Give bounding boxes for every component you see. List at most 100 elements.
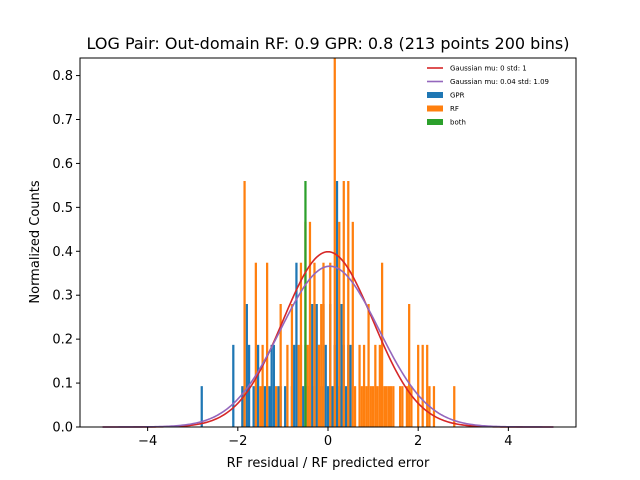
bar-gpr-9 (263, 386, 266, 427)
chart-title: LOG Pair: Out-domain RF: 0.9 GPR: 0.8 (2… (87, 34, 570, 53)
y-tick-label: 0.5 (52, 201, 73, 216)
bar-rf-25 (358, 344, 361, 427)
bar-rf-8 (290, 304, 294, 427)
bar-rf-19 (333, 58, 336, 427)
bar-rf-38 (387, 386, 390, 427)
x-tick-label: 0 (324, 434, 332, 449)
bar-gpr-13 (277, 386, 280, 427)
bar-rf-17 (322, 262, 325, 427)
bar-gpr-7 (256, 344, 260, 427)
bar-gpr-5 (252, 386, 255, 427)
bar-gpr-35 (335, 181, 339, 427)
bar-gpr-0 (200, 386, 203, 427)
bar-gpr-11 (270, 344, 273, 427)
legend-label-gpr: GPR (450, 92, 465, 100)
bar-rf-45 (410, 386, 413, 427)
gaussian-curve-2 (102, 265, 554, 428)
bar-rf-28 (365, 386, 368, 427)
y-tick-label: 0.7 (52, 113, 73, 128)
bar-rf-40 (392, 386, 395, 427)
bar-rf-30 (369, 386, 372, 427)
bar-gpr-17 (293, 344, 296, 427)
x-tick-label: −2 (228, 434, 247, 449)
y-tick-label: 0.6 (52, 157, 73, 172)
bar-rf-18 (329, 262, 332, 427)
legend: Gaussian mu: 0 std: 1 Gaussian mu: 0.04 s… (427, 65, 549, 127)
y-tick-label: 0.2 (52, 333, 73, 348)
bar-rf-12 (306, 344, 309, 427)
y-tick-label: 0.8 (52, 69, 73, 84)
bar-rf-13 (308, 221, 312, 427)
bar-gpr-26 (315, 304, 318, 427)
bar-rf-2 (259, 386, 262, 427)
bar-rf-51 (453, 386, 456, 427)
bar-rf-44 (408, 304, 411, 427)
y-axis-label: Normalized Counts (28, 180, 43, 303)
bar-both-0 (304, 181, 307, 427)
bar-rf-26 (360, 386, 363, 427)
bar-gpr-41 (349, 344, 352, 427)
legend-label-rf: RF (450, 105, 459, 113)
bar-gpr-30 (324, 344, 327, 427)
y-tick-label: 0.3 (52, 289, 73, 304)
bar-rf-41 (399, 386, 402, 427)
bar-rf-24 (353, 386, 357, 427)
bar-rf-15 (317, 344, 321, 427)
y-tick-label: 0.1 (52, 377, 73, 392)
bar-gpr-10 (268, 386, 271, 427)
bar-rf-47 (421, 344, 424, 427)
x-tick-label: 4 (504, 434, 512, 449)
bar-rf-16 (320, 304, 323, 427)
bar-gpr-39 (344, 386, 348, 427)
x-axis: −4 −2 0 2 4 (138, 427, 513, 449)
bar-rf-36 (383, 386, 386, 427)
y-tick-label: 0.0 (52, 421, 73, 436)
bar-rf-9 (297, 344, 300, 427)
bar-rf-4 (266, 262, 269, 427)
bar-rf-48 (426, 344, 429, 427)
bar-rf-27 (362, 344, 366, 427)
bar-rf-6 (279, 304, 282, 427)
bar-gpr-31 (326, 386, 330, 427)
bar-rf-10 (299, 262, 303, 427)
bar-rf-21 (342, 181, 345, 427)
bar-rf-31 (371, 386, 375, 427)
bar-rf-33 (376, 386, 379, 427)
x-tick-label: −4 (138, 434, 157, 449)
bar-rf-23 (351, 221, 354, 427)
bar-rf-0 (243, 181, 246, 427)
bar-gpr-33 (331, 386, 334, 427)
bar-gpr-15 (284, 386, 287, 427)
bar-rf-20 (338, 221, 341, 427)
bar-gpr-12 (272, 344, 276, 427)
x-axis-label: RF residual / RF predicted error (227, 456, 430, 471)
bar-gpr-18 (295, 262, 298, 427)
bar-rf-37 (385, 386, 388, 427)
bar-rf-39 (390, 386, 393, 427)
bar-rf-1 (254, 262, 257, 427)
bar-rf-29 (367, 304, 370, 427)
bar-rf-42 (401, 386, 404, 427)
legend-swatch-rf (427, 105, 443, 112)
bar-gpr-3 (245, 304, 248, 427)
y-axis: 0.0 0.1 0.2 0.3 0.4 0.5 0.6 0.7 0.8 (52, 69, 80, 436)
bar-rf-7 (286, 344, 289, 427)
bar-rf-3 (261, 344, 264, 427)
legend-label-gaussian-2: Gaussian mu: 0.04 std: 1.09 (450, 78, 549, 86)
bar-gpr-20 (302, 386, 305, 427)
bar-gpr-1 (232, 344, 235, 427)
legend-label-both: both (450, 119, 466, 127)
bar-rf-14 (313, 262, 316, 427)
legend-swatch-gpr (427, 92, 443, 98)
bar-rf-35 (380, 262, 384, 427)
bar-gpr-24 (311, 304, 314, 427)
bar-rf-5 (275, 386, 278, 427)
bar-rf-34 (378, 344, 381, 427)
bar-gpr-37 (340, 304, 343, 427)
bar-rf-43 (405, 386, 409, 427)
bars-layer (200, 58, 456, 427)
bar-rf-50 (432, 386, 436, 427)
legend-swatch-both (427, 119, 443, 125)
curves-layer (102, 250, 554, 428)
